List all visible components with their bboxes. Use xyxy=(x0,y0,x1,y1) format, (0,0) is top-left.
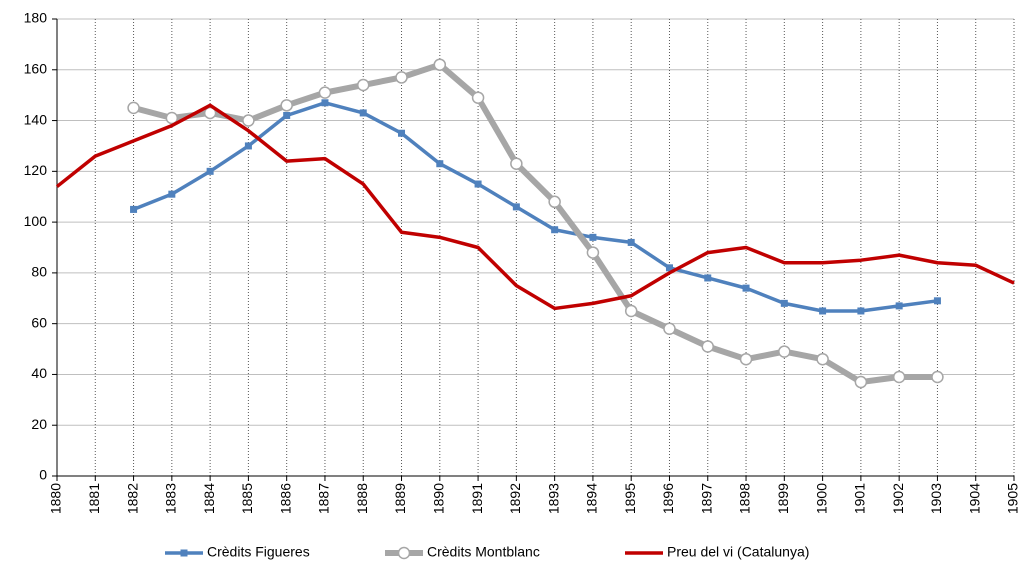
marker xyxy=(321,99,329,107)
x-tick-label: 1898 xyxy=(737,483,753,514)
x-tick-label: 1890 xyxy=(431,483,447,514)
marker xyxy=(180,549,188,557)
marker xyxy=(280,99,293,112)
x-tick-label: 1886 xyxy=(277,483,293,514)
marker xyxy=(512,203,520,211)
x-tick-label: 1889 xyxy=(392,483,408,514)
marker xyxy=(551,226,559,234)
series-line xyxy=(132,101,938,313)
y-tick-label: 140 xyxy=(24,111,48,127)
marker xyxy=(780,299,788,307)
y-tick-label: 180 xyxy=(24,10,48,26)
marker xyxy=(892,370,906,384)
marker xyxy=(127,101,140,115)
marker xyxy=(819,307,827,315)
legend-item: Preu del vi (Catalunya) xyxy=(625,544,809,560)
x-tick-label: 1884 xyxy=(201,483,217,514)
y-tick-label: 120 xyxy=(24,162,48,178)
legend-label: Preu del vi (Catalunya) xyxy=(667,544,809,560)
marker xyxy=(895,302,903,310)
x-tick-label: 1892 xyxy=(507,483,523,514)
marker xyxy=(242,114,255,127)
marker xyxy=(857,307,865,315)
marker xyxy=(586,246,600,259)
x-tick-label: 1893 xyxy=(545,483,561,514)
marker xyxy=(398,129,406,137)
marker xyxy=(356,78,370,92)
marker xyxy=(739,352,753,366)
x-tick-label: 1881 xyxy=(86,483,102,514)
y-tick-label: 160 xyxy=(24,60,48,76)
marker xyxy=(397,546,411,560)
marker xyxy=(816,352,829,366)
y-tick-label: 0 xyxy=(39,467,47,483)
marker xyxy=(665,264,673,272)
legend-label: Crèdits Figueres xyxy=(207,544,310,560)
x-tick-label: 1896 xyxy=(660,483,676,514)
x-tick-label: 1883 xyxy=(163,483,179,514)
marker xyxy=(627,238,635,246)
marker xyxy=(203,106,217,120)
marker xyxy=(701,340,715,353)
y-tick-label: 100 xyxy=(24,213,48,229)
marker xyxy=(778,345,791,358)
x-tick-label: 1888 xyxy=(354,483,370,514)
marker xyxy=(548,195,561,209)
marker xyxy=(206,167,214,175)
series-line xyxy=(55,103,1015,311)
x-tick-label: 1887 xyxy=(316,483,332,514)
marker xyxy=(359,109,367,117)
x-tick-label: 1895 xyxy=(622,483,638,514)
marker xyxy=(589,233,597,241)
x-tick-label: 1900 xyxy=(813,483,829,514)
marker xyxy=(168,190,176,198)
marker xyxy=(165,111,179,125)
y-tick-label: 60 xyxy=(31,314,47,330)
x-tick-label: 1905 xyxy=(1005,483,1018,514)
marker xyxy=(704,274,712,282)
marker xyxy=(931,370,944,384)
marker xyxy=(130,205,138,213)
marker xyxy=(283,111,291,119)
x-tick-label: 1904 xyxy=(966,483,982,514)
x-tick-label: 1903 xyxy=(928,483,944,514)
x-tick-label: 1899 xyxy=(775,483,791,514)
marker xyxy=(854,375,868,389)
y-tick-label: 20 xyxy=(31,416,47,432)
marker xyxy=(318,86,332,99)
x-tick-label: 1882 xyxy=(124,483,140,514)
marker xyxy=(510,157,523,170)
legend-label: Crèdits Montblanc xyxy=(427,544,540,560)
marker xyxy=(433,58,447,71)
marker xyxy=(663,322,676,335)
marker xyxy=(474,180,482,188)
marker xyxy=(624,304,638,318)
marker xyxy=(471,91,485,104)
y-tick-label: 40 xyxy=(31,365,47,381)
marker xyxy=(933,297,941,305)
marker xyxy=(742,284,750,292)
legend-item: Crèdits Montblanc xyxy=(385,544,540,560)
x-tick-label: 1885 xyxy=(239,483,255,514)
marker xyxy=(436,160,444,168)
marker xyxy=(395,71,408,84)
x-tick-label: 1902 xyxy=(890,483,906,514)
x-tick-label: 1901 xyxy=(852,483,868,514)
x-tick-label: 1897 xyxy=(698,483,714,514)
y-tick-label: 80 xyxy=(31,264,47,280)
x-tick-label: 1894 xyxy=(584,483,600,514)
legend-item: Crèdits Figueres xyxy=(165,544,310,560)
x-tick-label: 1880 xyxy=(48,483,64,514)
series-line xyxy=(132,61,938,386)
marker xyxy=(244,142,252,150)
x-tick-label: 1891 xyxy=(469,483,485,514)
